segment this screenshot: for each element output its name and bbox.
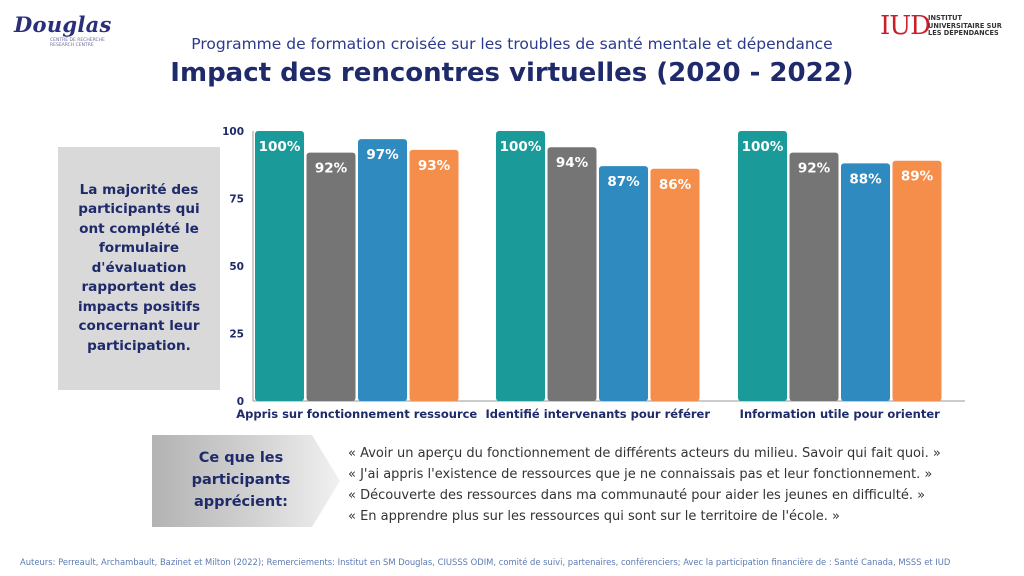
y-tick-label: 75 [229,194,244,206]
bar-data-label: 97% [366,147,399,163]
bar [409,149,459,401]
bar-data-label: 100% [500,139,542,155]
bar-data-label: 88% [849,171,882,187]
bar-data-label: 100% [742,139,784,155]
summary-text: La majorité des participants qui ont com… [77,181,201,354]
bar-data-label: 94% [556,155,589,171]
x-category-label: Appris sur fonctionnement ressource [236,407,477,421]
bar-data-label: 89% [901,169,934,185]
bar [358,139,407,401]
quote-item: « Avoir un aperçu du fonctionnement de d… [348,446,941,461]
bar [496,131,545,401]
bar [599,166,648,401]
bar-data-label: 92% [798,161,831,177]
bar-chart-svg: 0 25 50 75 100 100% 92% 97% 93% Appris sur foncti… [222,126,965,421]
bar-data-label: 87% [607,174,640,190]
douglas-logo: Douglas CENTRE DE RECHERCHE RESEARCH CEN… [14,12,114,52]
bar [650,168,700,401]
bar [255,131,304,401]
bar [306,152,356,401]
iud-logo-mark: IUD [880,11,931,41]
appreciate-arrow-shape [152,435,340,527]
bar-data-label: 93% [418,158,451,174]
y-tick-label: 0 [237,396,244,408]
iud-logo: IUD INSTITUT UNIVERSITAIRE SUR LES DÉPEN… [880,12,1015,42]
quote-item: « En apprendre plus sur les ressources q… [348,509,840,524]
bar-data-label: 92% [315,161,348,177]
appreciate-label: Ce que les participants apprécient: [191,450,291,510]
page-title: Impact des rencontres virtuelles (2020 -… [170,58,854,88]
quote-item: « Découverte des ressources dans ma comm… [348,488,926,503]
y-tick-label: 50 [229,261,244,273]
y-tick-label: 25 [229,329,244,341]
iud-logo-text: INSTITUT UNIVERSITAIRE SUR LES DÉPENDANC… [928,14,1002,37]
bar [789,152,839,401]
summary-box: La majorité des participants qui ont com… [58,147,220,390]
douglas-logo-subtext: CENTRE DE RECHERCHE RESEARCH CENTRE [50,38,105,48]
y-tick-label: 100 [222,126,244,138]
bar [841,163,890,401]
bar [547,147,597,401]
x-category-label: Identifié intervenants pour référer [485,407,710,421]
douglas-logo-word: Douglas [14,12,112,37]
footer-credits: Auteurs: Perreault, Archambault, Bazinet… [20,557,951,567]
bar [892,160,942,401]
quote-item: « J'ai appris l'existence de ressources … [348,467,933,482]
appreciate-arrow-box: Ce que les participants apprécient: [152,435,340,527]
x-category-label: Information utile pour orienter [740,407,940,421]
bar-chart: 0 25 50 75 100 100% 92% 97% 93% Appris sur foncti… [222,122,985,427]
quotes-list: « Avoir un aperçu du fonctionnement de d… [348,443,1008,527]
bar [738,131,787,401]
page-subtitle: Programme de formation croisée sur les t… [191,35,833,53]
bar-data-label: 86% [659,177,692,193]
bar-data-label: 100% [259,139,301,155]
